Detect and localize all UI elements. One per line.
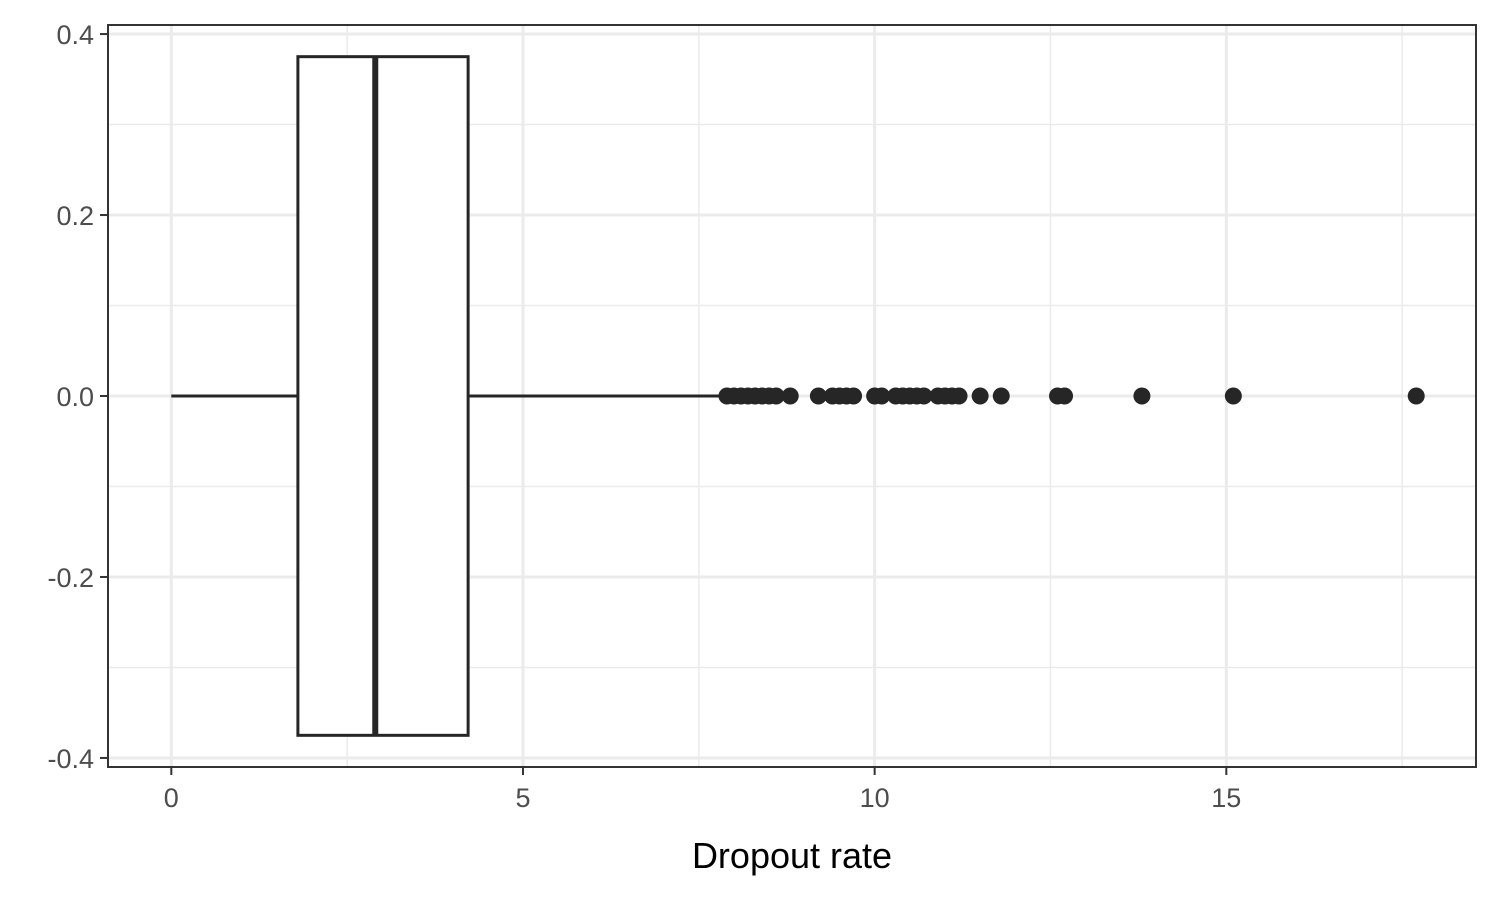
outlier-point bbox=[992, 387, 1010, 405]
outlier-point bbox=[781, 387, 799, 405]
y-tick-label: -0.2 bbox=[47, 563, 94, 593]
outlier-points bbox=[718, 387, 1425, 405]
axes-layer: 0 5 10 15 0.4 0.2 0.0 -0.2 -0.4 bbox=[47, 20, 1241, 813]
x-tick-label: 0 bbox=[164, 783, 179, 813]
outlier-point bbox=[1133, 387, 1151, 405]
x-tick-label: 5 bbox=[515, 783, 530, 813]
outlier-point bbox=[845, 387, 863, 405]
outlier-point bbox=[767, 387, 785, 405]
outlier-point bbox=[950, 387, 968, 405]
x-axis-title: Dropout rate bbox=[692, 835, 892, 876]
outlier-point bbox=[873, 387, 891, 405]
outlier-point bbox=[1224, 387, 1242, 405]
outlier-point bbox=[1407, 387, 1425, 405]
x-tick-label: 10 bbox=[860, 783, 890, 813]
outlier-point bbox=[809, 387, 827, 405]
x-tick-label: 15 bbox=[1211, 783, 1241, 813]
y-tick-label: 0.4 bbox=[56, 20, 94, 50]
y-tick-label: -0.4 bbox=[47, 744, 94, 774]
outlier-point bbox=[915, 387, 933, 405]
outlier-point bbox=[1056, 387, 1074, 405]
y-tick-label: 0.0 bbox=[56, 382, 94, 412]
y-tick-label: 0.2 bbox=[56, 201, 94, 231]
outlier-point bbox=[971, 387, 989, 405]
boxplot-layer bbox=[171, 55, 724, 737]
iqr-box bbox=[296, 55, 470, 737]
